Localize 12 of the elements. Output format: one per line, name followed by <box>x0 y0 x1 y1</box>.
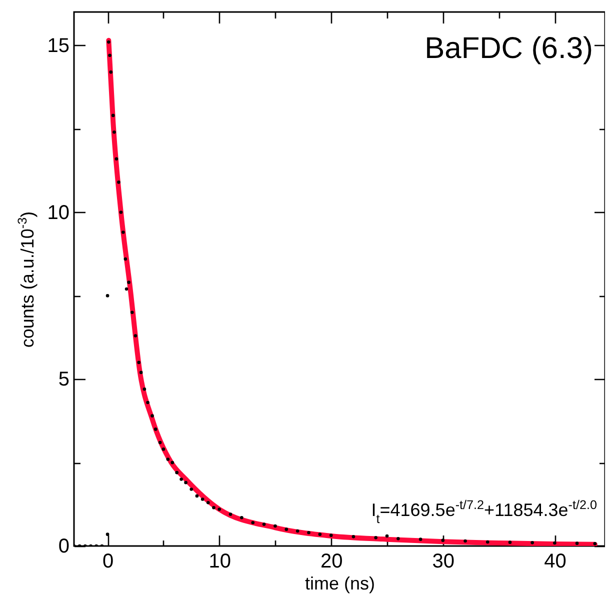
x-tick-label: 10 <box>208 550 231 572</box>
y-tick-label: 0 <box>58 536 70 558</box>
annotation: I$_{t}$=4169.5e$^{-t/7.2}$+11854.3e$^{-t/2.0}$ <box>371 498 597 526</box>
x-tick-label: 40 <box>544 550 566 572</box>
y-tick-label: 10 <box>47 202 70 224</box>
x-axis-title: time (ns) <box>304 574 376 594</box>
x-tick-label: 0 <box>102 550 114 572</box>
y-tick-label: 15 <box>47 34 70 57</box>
y-tick-label: 5 <box>58 368 70 391</box>
x-tick-label: 20 <box>320 550 343 572</box>
text: BaFDC (6.3) <box>424 32 593 65</box>
x-tick-label: 30 <box>432 550 455 572</box>
